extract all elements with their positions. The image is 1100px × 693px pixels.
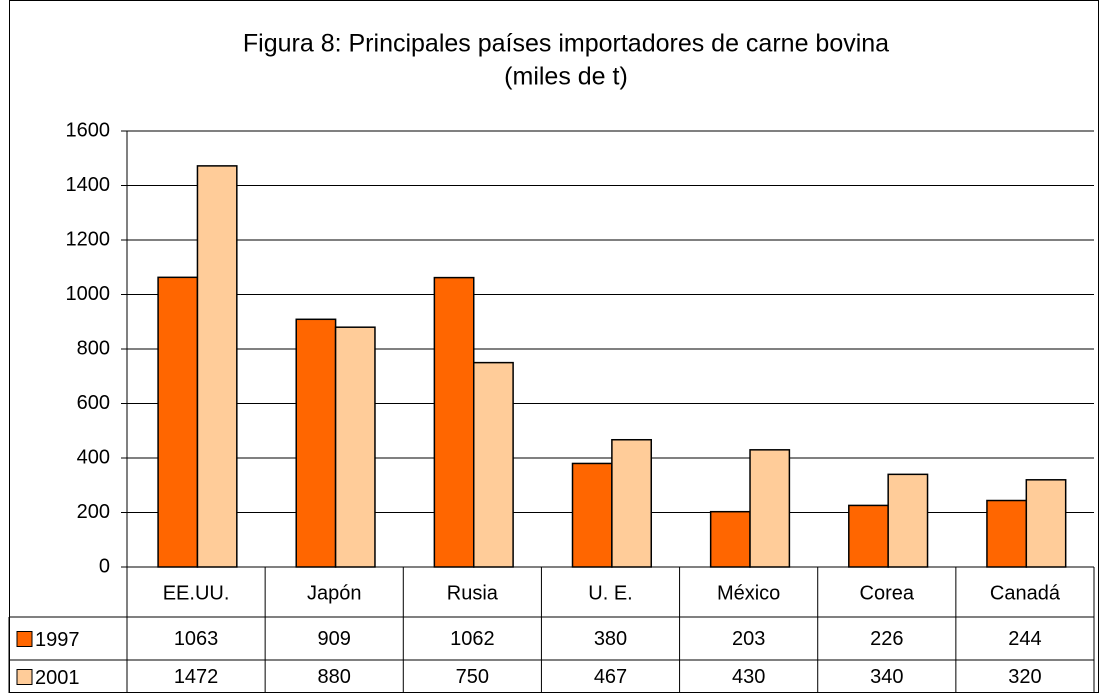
y-tick-label: 400 [77, 446, 110, 468]
bar [986, 499, 1028, 568]
bar [433, 276, 475, 568]
table-value: 244 [1008, 628, 1041, 650]
y-tick-label: 200 [77, 501, 110, 523]
x-tick-label: Corea [860, 582, 915, 604]
table-value: 467 [594, 666, 627, 688]
table-value: 320 [1008, 666, 1041, 688]
legend-label: 2001 [35, 667, 80, 689]
bar [334, 326, 376, 568]
table-value: 203 [732, 628, 765, 650]
y-tick-label: 1600 [66, 119, 111, 141]
table-value: 750 [456, 666, 489, 688]
table-value: 1472 [174, 666, 219, 688]
y-tick-label: 1000 [66, 283, 111, 305]
chart-subtitle: (miles de t) [504, 63, 628, 91]
bar [295, 318, 337, 568]
y-tick-label: 0 [99, 555, 110, 577]
x-tick-label: México [717, 582, 780, 604]
bar [472, 361, 514, 568]
table-value: 430 [732, 666, 765, 688]
y-tick-label: 1200 [66, 228, 111, 250]
x-tick-label: EE.UU. [163, 582, 230, 604]
chart-title: Figura 8: Principales países importadore… [243, 30, 889, 58]
bar [611, 438, 653, 568]
table-value: 226 [870, 628, 903, 650]
bar [887, 473, 929, 568]
x-tick-label: U. E. [588, 582, 632, 604]
bar [157, 276, 199, 568]
table-value: 340 [870, 666, 903, 688]
x-tick-label: Japón [307, 582, 362, 604]
legend-swatch [16, 631, 33, 647]
table-value: 380 [594, 628, 627, 650]
bar [571, 462, 613, 568]
table-value: 880 [318, 666, 351, 688]
y-tick-label: 800 [77, 337, 110, 359]
bar [196, 165, 238, 568]
bar [749, 449, 791, 568]
table-value: 1062 [450, 628, 495, 650]
legend-label: 1997 [35, 629, 80, 651]
bar [1025, 479, 1067, 568]
x-tick-label: Rusia [447, 582, 499, 604]
legend-swatch [16, 669, 33, 685]
bar [848, 504, 889, 568]
bar [709, 510, 751, 568]
table-value: 1063 [174, 628, 219, 650]
table-value: 909 [318, 628, 351, 650]
x-tick-label: Canadá [990, 582, 1061, 604]
y-tick-label: 1400 [66, 174, 111, 196]
y-tick-label: 600 [77, 392, 110, 414]
